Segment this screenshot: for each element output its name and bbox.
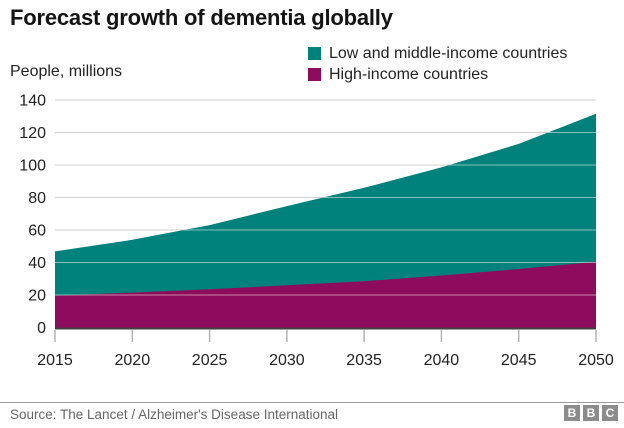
- chart-title: Forecast growth of dementia globally: [10, 5, 393, 30]
- y-axis-title: People, millions: [10, 63, 123, 80]
- y-tick-label: 60: [28, 223, 46, 240]
- bbc-logo-block: B: [583, 405, 599, 421]
- x-tick-label: 2025: [192, 352, 228, 369]
- x-tick-label: 2040: [424, 352, 460, 369]
- y-tick-label: 140: [19, 93, 46, 110]
- y-tick-label: 100: [19, 158, 46, 175]
- y-tick-label: 120: [19, 125, 46, 142]
- legend-swatch-low-middle-icon: [308, 47, 321, 60]
- x-tick-label: 2030: [269, 352, 305, 369]
- legend-item-low-middle: Low and middle-income countries: [308, 43, 567, 64]
- legend: Low and middle-income countries High-inc…: [308, 43, 567, 85]
- bbc-logo: B B C: [564, 405, 618, 421]
- x-tick-label: 2015: [37, 352, 73, 369]
- y-tick-label: 40: [28, 255, 46, 272]
- legend-label-low-middle: Low and middle-income countries: [329, 44, 568, 62]
- y-tick-label: 80: [28, 190, 46, 207]
- x-tick-label: 2050: [578, 352, 614, 369]
- y-tick-label: 0: [37, 320, 46, 337]
- bbc-logo-block: C: [602, 405, 618, 421]
- legend-label-high-income: High-income countries: [329, 65, 489, 83]
- x-tick-label: 2020: [115, 352, 151, 369]
- x-tick-label: 2045: [501, 352, 537, 369]
- source-note: Source: The Lancet / Alzheimer's Disease…: [10, 407, 339, 422]
- bbc-logo-block: B: [564, 405, 580, 421]
- legend-item-high-income: High-income countries: [308, 64, 567, 85]
- x-tick-label: 2035: [346, 352, 382, 369]
- footer-divider: [0, 402, 624, 403]
- legend-swatch-high-income-icon: [308, 68, 321, 81]
- y-tick-label: 20: [28, 288, 46, 305]
- stacked-area-chart: 2015 2020 2025 2030 2035 2040 2045 2050 0 20 40 60 8…: [0, 88, 624, 380]
